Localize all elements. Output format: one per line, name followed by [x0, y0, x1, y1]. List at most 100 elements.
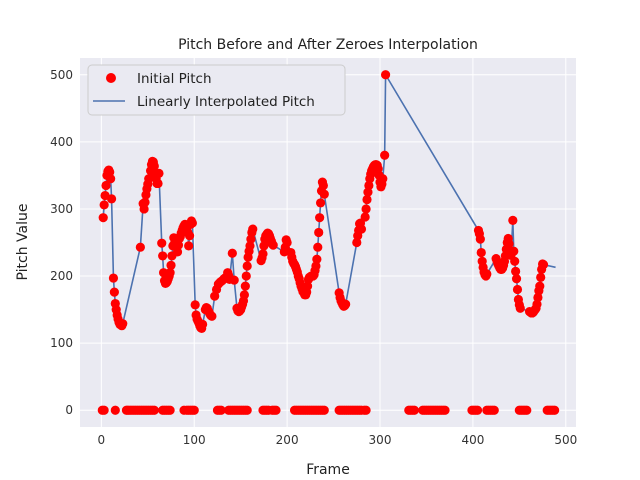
- x-tick-label: 300: [369, 433, 392, 447]
- initial-pitch-point: [184, 241, 194, 251]
- initial-pitch-point: [187, 218, 197, 228]
- initial-pitch-point: [165, 268, 175, 278]
- y-tick-label: 200: [50, 269, 73, 283]
- initial-pitch-point: [240, 281, 250, 291]
- x-tick-label: 400: [461, 433, 484, 447]
- initial-pitch-point: [409, 405, 419, 415]
- initial-pitch-point: [475, 234, 485, 244]
- initial-pitch-point: [511, 274, 522, 284]
- initial-pitch-point: [241, 271, 251, 281]
- initial-pitch-point: [313, 242, 323, 252]
- initial-pitch-point: [154, 168, 164, 178]
- y-tick-label: 300: [50, 202, 73, 216]
- initial-pitch-point: [440, 405, 450, 415]
- initial-pitch-point: [361, 405, 371, 415]
- x-tick-labels: 0 100 200 300 400 500: [98, 433, 578, 447]
- initial-pitch-series: [97, 70, 560, 415]
- initial-pitch-point: [106, 194, 117, 204]
- initial-pitch-point: [535, 281, 545, 291]
- legend-label-interpolated: Linearly Interpolated Pitch: [137, 94, 315, 110]
- initial-pitch-point: [190, 300, 200, 310]
- legend: Initial Pitch Linearly Interpolated Pitc…: [87, 64, 346, 116]
- initial-pitch-point: [242, 261, 252, 271]
- initial-pitch-point: [302, 281, 313, 291]
- initial-pitch-point: [173, 240, 184, 250]
- initial-pitch-point: [259, 241, 269, 251]
- initial-pitch-point: [105, 167, 115, 177]
- initial-pitch-point: [315, 213, 325, 223]
- initial-pitch-point: [510, 256, 520, 266]
- initial-pitch-point: [282, 237, 292, 248]
- initial-pitch-point: [380, 70, 391, 80]
- initial-pitch-point: [509, 246, 519, 256]
- initial-pitch-point: [312, 254, 322, 264]
- legend-label-initial-pitch: Initial Pitch: [137, 71, 212, 87]
- initial-pitch-point: [268, 240, 278, 250]
- initial-pitch-point: [166, 260, 176, 270]
- initial-pitch-point: [532, 299, 542, 309]
- initial-pitch-point: [380, 150, 390, 160]
- initial-pitch-point: [536, 272, 546, 282]
- x-axis-label: Frame: [306, 462, 350, 478]
- initial-pitch-point: [511, 266, 521, 276]
- initial-pitch-point: [198, 319, 208, 329]
- y-axis-label: Pitch Value: [15, 204, 31, 281]
- x-tick-label: 100: [183, 433, 206, 447]
- initial-pitch-point: [135, 242, 145, 252]
- legend-box: [87, 64, 346, 116]
- initial-pitch-point: [189, 405, 199, 415]
- initial-pitch-point: [319, 189, 329, 199]
- initial-pitch-point: [242, 405, 252, 415]
- initial-pitch-point: [99, 200, 109, 210]
- initial-pitch-point: [356, 224, 367, 234]
- initial-pitch-point: [149, 405, 159, 415]
- initial-pitch-point: [271, 405, 281, 415]
- initial-pitch-point: [538, 260, 549, 270]
- y-tick-label: 100: [50, 336, 73, 350]
- initial-pitch-point: [172, 247, 183, 257]
- initial-pitch-point: [245, 241, 255, 251]
- x-tick-label: 0: [98, 433, 106, 447]
- initial-pitch-point: [515, 303, 525, 313]
- initial-pitch-point: [341, 299, 351, 309]
- initial-pitch-point: [153, 178, 163, 189]
- initial-pitch-point: [258, 249, 268, 259]
- initial-pitch-point: [140, 197, 150, 207]
- initial-pitch-point: [315, 198, 326, 208]
- initial-pitch-point: [360, 212, 370, 222]
- initial-pitch-point: [109, 287, 119, 297]
- initial-pitch-point: [352, 237, 362, 248]
- initial-pitch-point: [157, 238, 167, 248]
- initial-pitch-point: [229, 275, 239, 285]
- initial-pitch-point: [472, 405, 483, 415]
- y-tick-labels: 0 100 200 300 400 500: [50, 68, 73, 417]
- initial-pitch-point: [106, 174, 116, 184]
- initial-pitch-point: [508, 215, 518, 225]
- initial-pitch-point: [139, 204, 149, 214]
- initial-pitch-point: [227, 248, 237, 258]
- x-tick-label: 200: [276, 433, 299, 447]
- initial-pitch-point: [108, 273, 119, 283]
- initial-pitch-point: [378, 174, 388, 184]
- chart-title: Pitch Before and After Zeroes Interpolat…: [178, 37, 478, 53]
- x-tick-label: 500: [554, 433, 577, 447]
- initial-pitch-point: [118, 319, 128, 329]
- initial-pitch-point: [373, 164, 383, 174]
- initial-pitch-point: [185, 231, 195, 241]
- initial-pitch-point: [165, 405, 175, 415]
- initial-pitch-point: [533, 292, 543, 303]
- initial-pitch-point: [158, 251, 168, 261]
- initial-pitch-point: [512, 284, 523, 295]
- initial-pitch-point: [149, 161, 159, 171]
- initial-pitch-point: [98, 213, 108, 223]
- initial-pitch-point: [363, 187, 373, 197]
- initial-pitch-point: [239, 290, 249, 300]
- y-tick-label: 500: [50, 68, 73, 82]
- initial-pitch-point: [364, 180, 374, 191]
- initial-pitch-point: [319, 405, 329, 415]
- initial-pitch-point: [550, 405, 560, 415]
- initial-pitch-point: [216, 405, 226, 415]
- initial-pitch-point: [314, 227, 324, 238]
- initial-pitch-point: [311, 261, 321, 271]
